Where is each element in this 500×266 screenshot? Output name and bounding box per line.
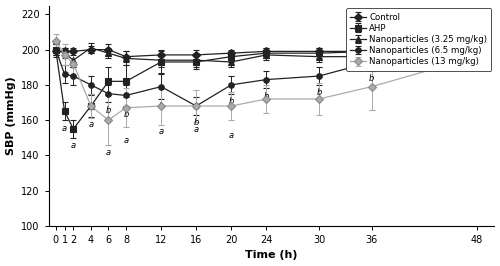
- Text: a: a: [228, 131, 234, 140]
- Y-axis label: SBP (mmHg): SBP (mmHg): [6, 76, 16, 155]
- Legend: Control, AHP, Nanoparticles (3.25 mg/kg), Nanoparticles (6.5 mg/kg), Nanoparticl: Control, AHP, Nanoparticles (3.25 mg/kg)…: [346, 8, 492, 70]
- Text: b: b: [228, 97, 234, 106]
- Text: a: a: [106, 148, 111, 157]
- Text: b: b: [158, 102, 164, 111]
- Text: b: b: [316, 88, 322, 97]
- Text: a: a: [158, 127, 164, 136]
- Text: b: b: [124, 110, 128, 119]
- Text: b: b: [369, 74, 374, 83]
- Text: b: b: [106, 106, 111, 115]
- X-axis label: Time (h): Time (h): [246, 251, 298, 260]
- Text: a: a: [194, 125, 198, 134]
- Text: a: a: [124, 136, 128, 145]
- Text: a: a: [88, 120, 94, 129]
- Text: a: a: [62, 124, 67, 133]
- Text: b: b: [194, 118, 199, 127]
- Text: b: b: [264, 92, 269, 101]
- Text: a: a: [71, 141, 76, 150]
